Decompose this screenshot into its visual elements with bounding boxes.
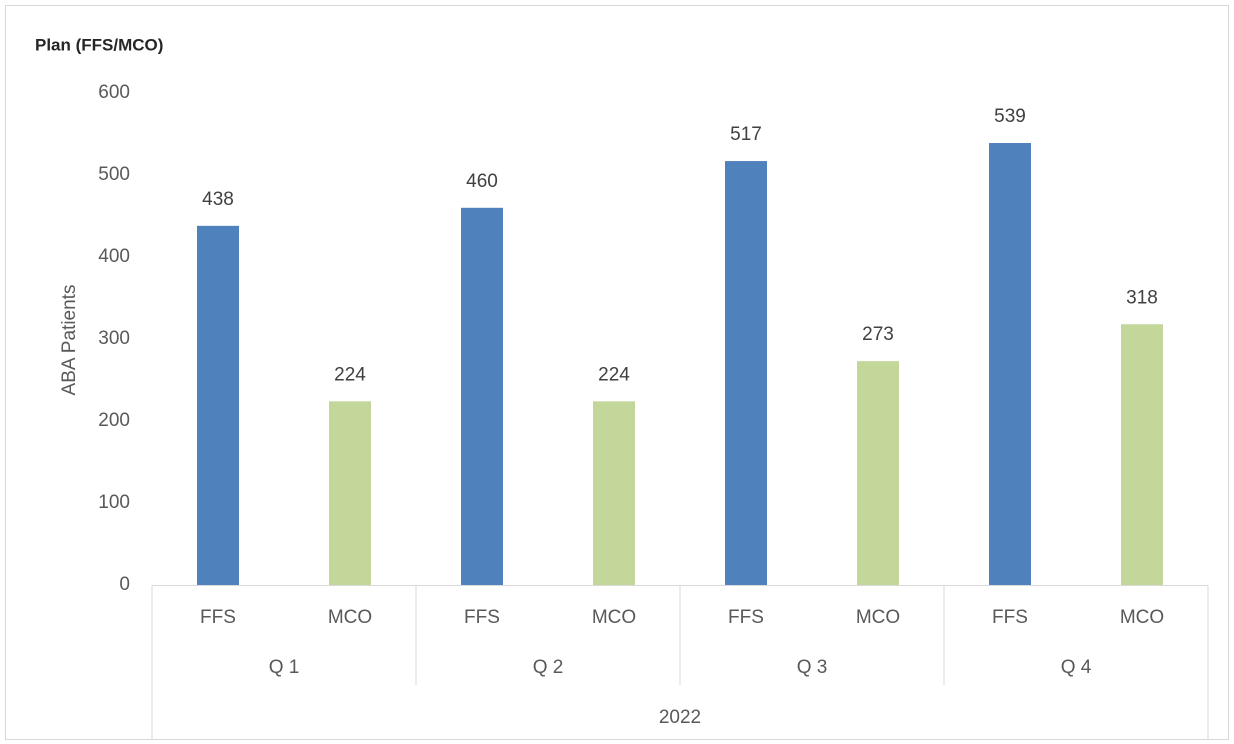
y-tick-label: 0 [119, 574, 130, 595]
data-label: 539 [994, 106, 1026, 127]
data-label: 224 [598, 364, 630, 385]
y-tick-label: 300 [98, 328, 130, 349]
x-tick-label: MCO [592, 607, 636, 628]
bar [461, 207, 503, 586]
data-label: 224 [334, 364, 366, 385]
bar [197, 225, 239, 585]
group-label: Q 2 [533, 657, 564, 678]
data-label: 460 [466, 171, 498, 192]
bar [725, 161, 767, 585]
data-label: 273 [862, 324, 894, 345]
data-label: 438 [202, 189, 234, 210]
x-tick-label: FFS [728, 607, 764, 628]
bar [989, 143, 1031, 585]
y-tick-label: 500 [98, 164, 130, 185]
data-label: 517 [730, 124, 762, 145]
bar [329, 401, 371, 585]
y-axis-label: ABA Patients [59, 285, 80, 396]
group-label: Q 1 [269, 657, 300, 678]
bar [857, 361, 899, 585]
bar [593, 401, 635, 585]
y-tick-label: 600 [98, 82, 130, 103]
x-tick-label: FFS [992, 607, 1028, 628]
x-tick-label: MCO [1120, 607, 1164, 628]
group-label: Q 3 [797, 657, 828, 678]
y-tick-label: 100 [98, 492, 130, 513]
x-tick-label: FFS [200, 607, 236, 628]
group-label: Q 4 [1061, 657, 1092, 678]
super-group-label: 2022 [659, 707, 701, 728]
bar [1121, 324, 1163, 585]
y-tick-label: 200 [98, 410, 130, 431]
data-label: 318 [1126, 287, 1158, 308]
chart-title: Plan (FFS/MCO) [35, 35, 163, 54]
x-tick-label: MCO [328, 607, 372, 628]
x-tick-label: FFS [464, 607, 500, 628]
y-tick-label: 400 [98, 246, 130, 267]
x-tick-label: MCO [856, 607, 900, 628]
